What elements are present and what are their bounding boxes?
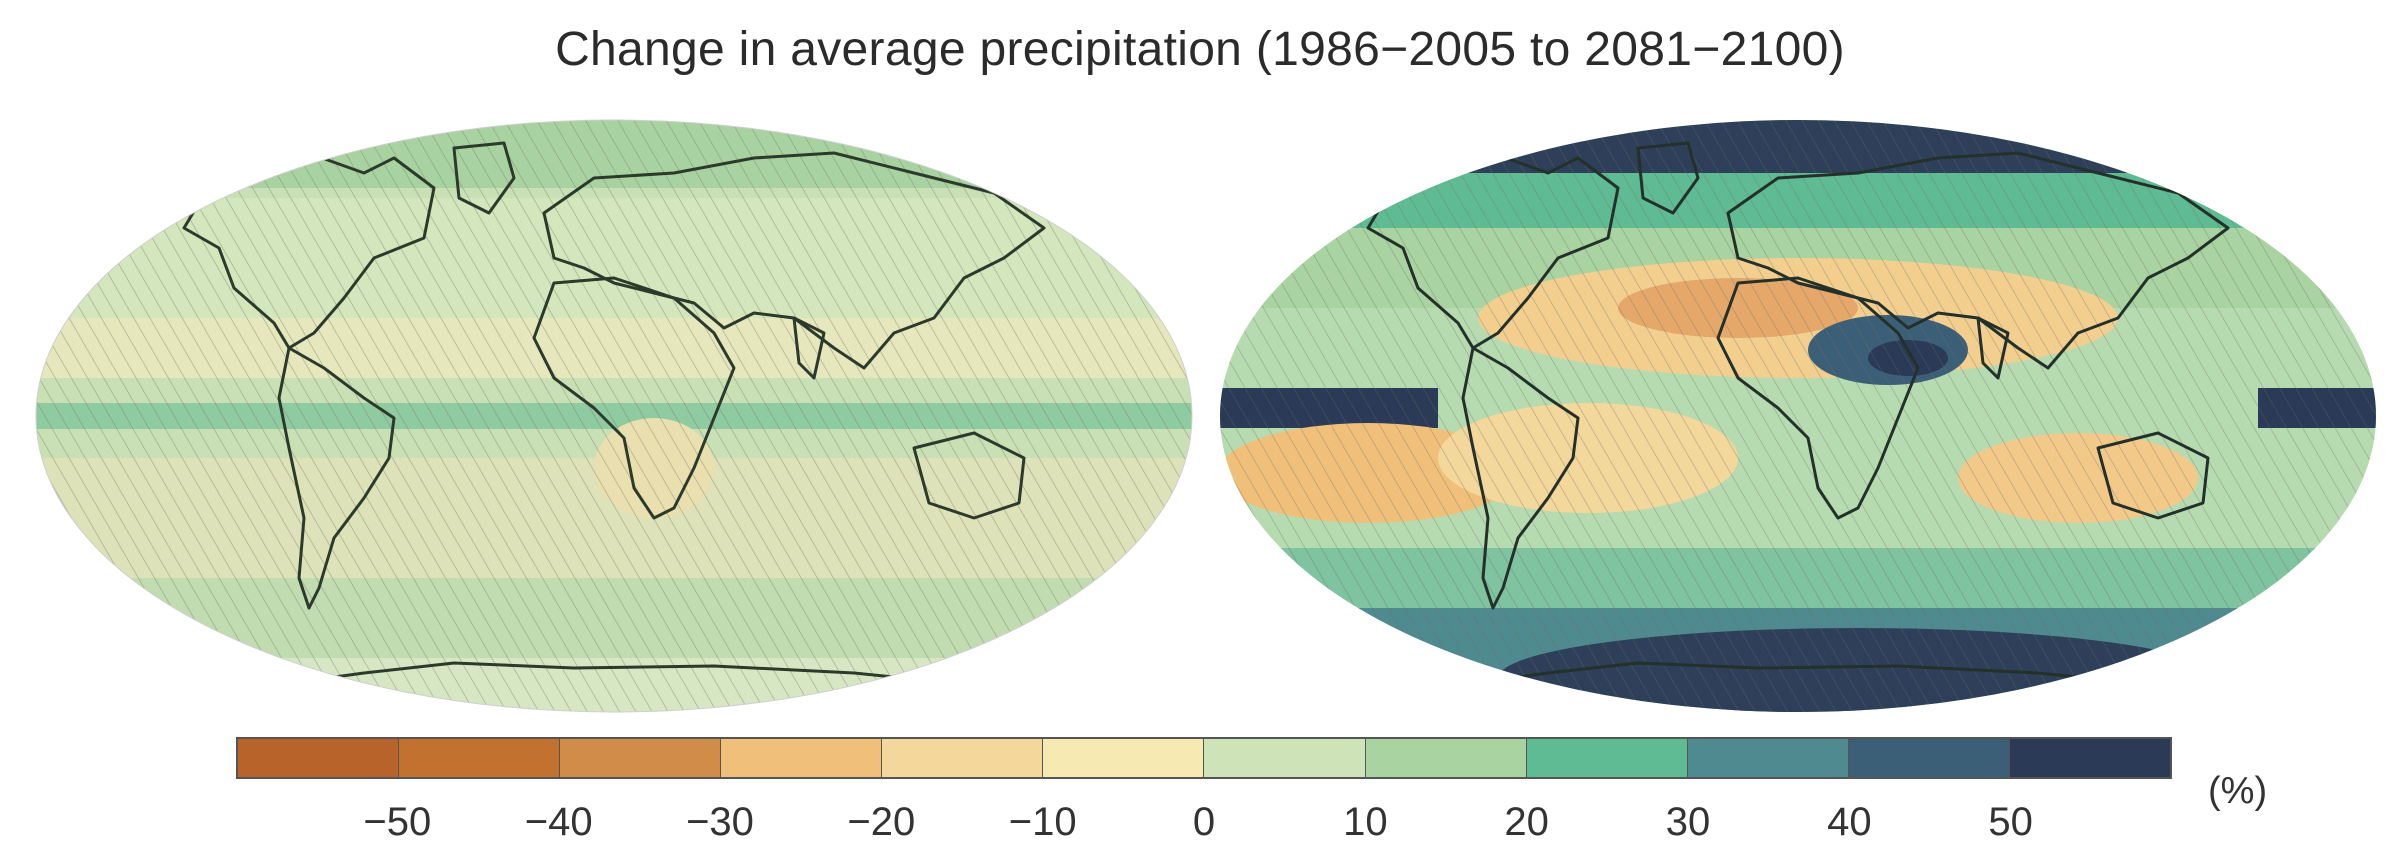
colorbar-tick-label: 30 xyxy=(1666,800,1711,845)
colorbar-tick-label: 0 xyxy=(1193,800,1215,845)
colorbar-tick-label: −30 xyxy=(686,800,754,845)
colorbar xyxy=(236,737,2172,781)
colorbar-tick-label: 10 xyxy=(1343,800,1388,845)
colorbar-tick-label: 20 xyxy=(1504,800,1549,845)
colorbar-tick-label: 40 xyxy=(1827,800,1872,845)
colorbar-swatch xyxy=(399,739,560,777)
colorbar-swatch xyxy=(882,739,1043,777)
colorbar-swatch xyxy=(1688,739,1849,777)
colorbar-unit-label: (%) xyxy=(2208,770,2267,813)
colorbar-tick-label: −40 xyxy=(525,800,593,845)
colorbar-swatch xyxy=(1527,739,1688,777)
colorbar-swatch xyxy=(1366,739,1527,777)
colorbar-swatch xyxy=(1849,739,2010,777)
colorbar-tick-label: −20 xyxy=(847,800,915,845)
colorbar-swatch xyxy=(721,739,882,777)
left-precipitation-map xyxy=(34,118,1194,714)
colorbar-swatch xyxy=(560,739,721,777)
colorbar-swatches xyxy=(236,737,2172,779)
colorbar-tick-label: −50 xyxy=(363,800,431,845)
right-precipitation-map xyxy=(1218,118,2378,714)
colorbar-swatch xyxy=(2010,739,2170,777)
colorbar-swatch xyxy=(1204,739,1365,777)
colorbar-tick-label: 50 xyxy=(1988,800,2033,845)
colorbar-swatch xyxy=(1043,739,1204,777)
colorbar-swatch xyxy=(238,739,399,777)
figure-title: Change in average precipitation (1986−20… xyxy=(0,22,2400,77)
colorbar-tick-label: −10 xyxy=(1009,800,1077,845)
